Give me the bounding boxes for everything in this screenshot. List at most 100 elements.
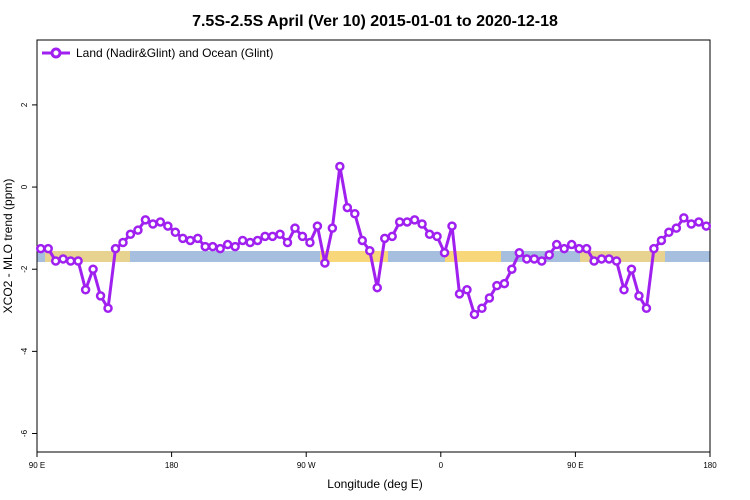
data-point (619, 284, 629, 295)
data-point (462, 284, 472, 295)
x-tick-label: 90 E (567, 461, 583, 470)
x-tick-label: 90 E (29, 461, 45, 470)
data-point (417, 219, 427, 229)
land-band (445, 251, 501, 262)
data-point (454, 289, 465, 299)
x-axis-label: Longitude (deg E) (327, 477, 422, 491)
data-point (604, 254, 614, 264)
y-tick-label: -4 (20, 347, 29, 355)
data-point (73, 256, 83, 266)
data-point (484, 293, 495, 303)
data-point (215, 243, 225, 254)
data-point (641, 303, 652, 313)
land-band (45, 251, 130, 262)
data-point (664, 227, 674, 237)
data-point (207, 241, 218, 252)
data-point (200, 241, 210, 252)
data-point (312, 221, 323, 231)
data-point (125, 229, 136, 240)
data-point (656, 235, 667, 246)
data-point (245, 237, 255, 248)
chart-title: 7.5S-2.5S April (Ver 10) 2015-01-01 to 2… (192, 13, 558, 30)
land-band (320, 251, 388, 262)
data-point (335, 161, 345, 172)
data-point (305, 237, 315, 248)
data-point (581, 243, 592, 254)
data-point (178, 233, 188, 244)
data-point (222, 239, 233, 250)
data-point (477, 303, 487, 313)
legend-label: Land (Nadir&Glint) and Ocean (Glint) (76, 46, 273, 60)
data-point (80, 284, 91, 295)
data-point (110, 243, 121, 254)
data-point (596, 254, 607, 264)
data-point (88, 264, 98, 274)
x-tick-label: 180 (703, 461, 717, 470)
data-point (686, 219, 697, 229)
data-point (566, 239, 577, 250)
data-point (589, 256, 599, 266)
data-point (626, 264, 637, 274)
data-point (559, 243, 569, 254)
y-axis-label: XCO2 - MLO trend (ppm) (1, 179, 15, 314)
data-point (320, 258, 330, 268)
data-point (65, 256, 76, 266)
data-point (193, 233, 203, 244)
data-point (574, 243, 584, 254)
data-point (671, 223, 682, 233)
data-point (447, 221, 457, 231)
data-point (163, 221, 173, 231)
data-point (507, 264, 517, 274)
data-point (290, 223, 300, 233)
data-point (409, 215, 420, 225)
data-point (275, 229, 285, 240)
x-tick-label: 0 (439, 461, 444, 470)
y-tick-label: 0 (20, 184, 29, 189)
data-point (365, 245, 375, 256)
data-point (170, 227, 181, 237)
data-point (634, 291, 644, 301)
land-band (580, 251, 665, 262)
data-point (267, 231, 278, 242)
y-tick-label: -6 (20, 429, 29, 437)
data-point (185, 235, 196, 246)
data-point (499, 278, 510, 289)
data-point (492, 280, 502, 291)
data-point (350, 209, 360, 219)
plot-frame (36, 39, 711, 453)
data-point (282, 237, 293, 248)
data-point (432, 231, 442, 242)
x-tick-label: 90 W (297, 461, 316, 470)
data-point (394, 217, 405, 227)
data-point (148, 219, 158, 229)
data-point (537, 256, 547, 266)
data-point (469, 309, 480, 320)
data-point (50, 256, 61, 266)
surface-band (37, 251, 710, 262)
data-point (155, 217, 166, 227)
data-point (402, 217, 412, 227)
y-tick-label: 2 (20, 102, 29, 107)
data-point (118, 237, 128, 248)
data-point (424, 229, 435, 240)
data-point (95, 291, 106, 301)
data-point (237, 235, 248, 246)
data-point (103, 303, 113, 313)
data-point (297, 231, 308, 242)
y-tick-label: -2 (20, 265, 29, 273)
data-point (133, 225, 143, 235)
data-point (679, 213, 689, 223)
legend: Land (Nadir&Glint) and Ocean (Glint) (42, 46, 273, 60)
series-line (40, 166, 707, 317)
data-point (387, 231, 397, 242)
data-point (694, 217, 704, 227)
data-point (372, 282, 382, 293)
x-tick-label: 180 (165, 461, 179, 470)
data-point (529, 254, 540, 264)
data-point (43, 243, 53, 254)
data-point (252, 235, 263, 246)
data-point (551, 239, 562, 250)
legend-marker (50, 47, 62, 59)
data-point (58, 254, 68, 264)
data-point (649, 243, 659, 254)
